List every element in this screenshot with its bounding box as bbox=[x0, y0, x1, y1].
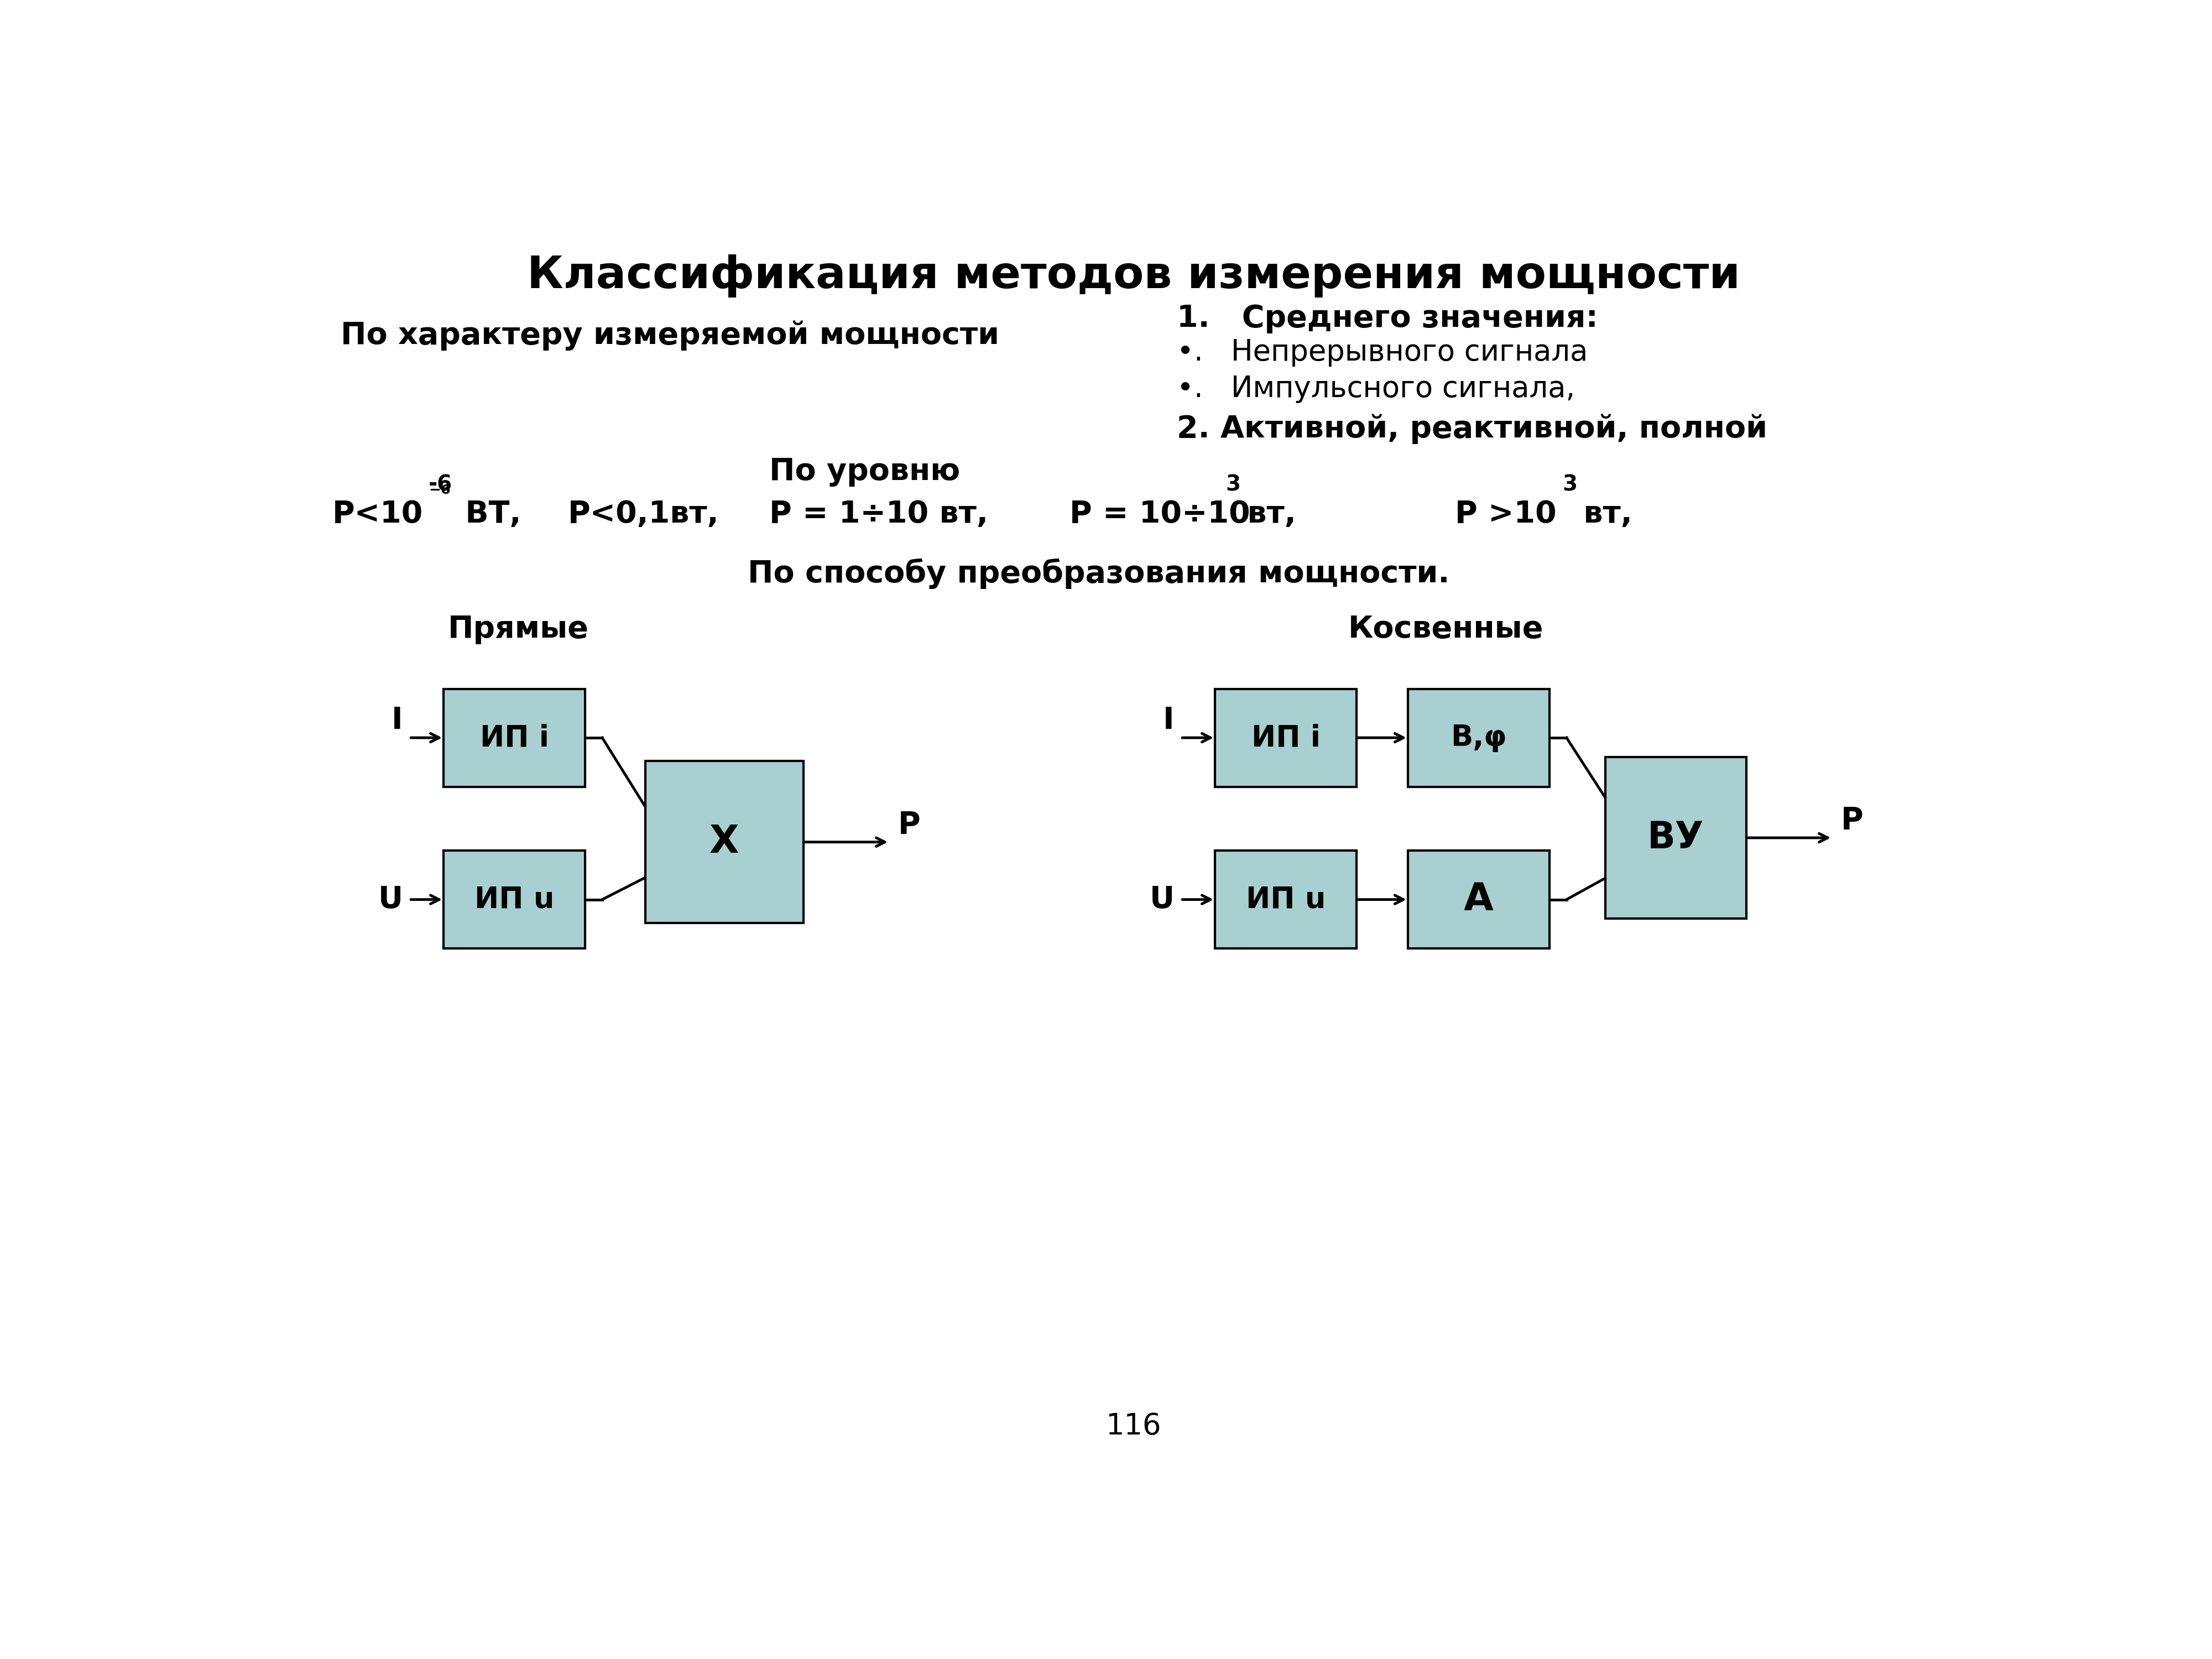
Text: X: X bbox=[710, 823, 739, 861]
Text: Р<0,1вт,: Р<0,1вт, bbox=[568, 499, 719, 529]
Text: Косвенные: Косвенные bbox=[1347, 614, 1544, 644]
Text: I: I bbox=[1164, 705, 1175, 735]
FancyBboxPatch shape bbox=[1214, 851, 1356, 949]
Text: 3: 3 bbox=[1562, 474, 1577, 494]
Text: вт,: вт, bbox=[1573, 499, 1632, 529]
FancyBboxPatch shape bbox=[1214, 688, 1356, 786]
Text: 1.   Среднего значения:: 1. Среднего значения: bbox=[1177, 304, 1597, 333]
Text: вт,: вт, bbox=[1237, 499, 1296, 529]
Text: P: P bbox=[1840, 806, 1863, 836]
Text: А: А bbox=[1464, 881, 1493, 917]
Text: ИП u: ИП u bbox=[1245, 886, 1325, 914]
FancyBboxPatch shape bbox=[646, 761, 803, 922]
Text: ⁻⁶: ⁻⁶ bbox=[429, 483, 451, 506]
Text: Р<10: Р<10 bbox=[332, 499, 422, 529]
Text: P: P bbox=[898, 810, 920, 839]
Text: По уровню: По уровню bbox=[770, 456, 960, 486]
Text: •.   Непрерывного сигнала: •. Непрерывного сигнала bbox=[1177, 338, 1588, 367]
FancyBboxPatch shape bbox=[445, 851, 584, 949]
Text: По способу преобразования мощности.: По способу преобразования мощности. bbox=[748, 559, 1449, 589]
Text: По характеру измеряемой мощности: По характеру измеряемой мощности bbox=[341, 320, 1000, 350]
Text: 3: 3 bbox=[1225, 474, 1241, 494]
Text: Р >10: Р >10 bbox=[1455, 499, 1557, 529]
Text: U: U bbox=[1150, 884, 1175, 914]
Text: ИП u: ИП u bbox=[473, 886, 555, 914]
Text: ВУ: ВУ bbox=[1648, 820, 1703, 856]
Text: Классификация методов измерения мощности: Классификация методов измерения мощности bbox=[526, 254, 1741, 297]
Text: U: U bbox=[378, 884, 403, 914]
FancyBboxPatch shape bbox=[1409, 688, 1548, 786]
Text: ИП i: ИП i bbox=[1252, 723, 1321, 752]
Text: Прямые: Прямые bbox=[447, 614, 588, 644]
Text: 116: 116 bbox=[1106, 1412, 1161, 1440]
Text: -6: -6 bbox=[429, 474, 453, 494]
FancyBboxPatch shape bbox=[445, 688, 584, 786]
Text: В,φ: В,φ bbox=[1451, 723, 1506, 752]
Text: Р = 10÷10: Р = 10÷10 bbox=[1068, 499, 1250, 529]
Text: I: I bbox=[392, 705, 403, 735]
Text: ВТ,: ВТ, bbox=[453, 499, 522, 529]
Text: Р = 1÷10 вт,: Р = 1÷10 вт, bbox=[770, 499, 989, 529]
FancyBboxPatch shape bbox=[1606, 757, 1747, 919]
Text: ИП i: ИП i bbox=[480, 723, 549, 752]
Text: 2. Активной, реактивной, полной: 2. Активной, реактивной, полной bbox=[1177, 415, 1767, 445]
FancyBboxPatch shape bbox=[1409, 851, 1548, 949]
Text: •.   Импульсного сигнала,: •. Импульсного сигнала, bbox=[1177, 375, 1575, 403]
